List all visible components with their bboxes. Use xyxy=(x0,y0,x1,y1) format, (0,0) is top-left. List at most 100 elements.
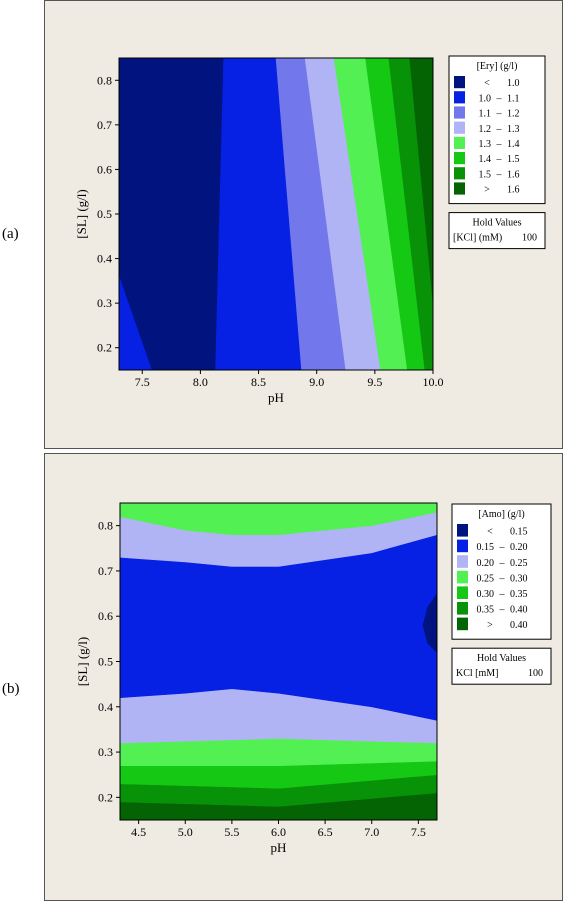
legend-operator: < xyxy=(484,78,490,89)
legend-swatch xyxy=(454,182,465,195)
legend-high: 0.15 xyxy=(510,527,528,538)
legend-low: 1.0 xyxy=(479,93,492,104)
hold-values-variable: KCl [mM] xyxy=(456,668,499,679)
legend-swatch xyxy=(457,555,468,568)
chart-a: 7.5 8.0 8.5 9.0 9.5 10.0 0.2 0.3 0.4 0.5 0.6 0.7 0.8… xyxy=(74,55,546,405)
x-tick-label: 9.0 xyxy=(309,375,324,389)
legend-high: 0.30 xyxy=(510,573,528,584)
legend-swatch xyxy=(457,524,468,537)
legend-dash: – xyxy=(496,109,503,120)
x-tick-label: 6.5 xyxy=(318,825,333,839)
legend-swatch xyxy=(454,106,465,119)
legend-swatch xyxy=(457,602,468,615)
x-tick-label: 9.5 xyxy=(367,375,382,389)
legend-dash: – xyxy=(499,589,506,600)
legend-high: 0.40 xyxy=(510,605,528,616)
hold-values-value: 100 xyxy=(528,668,543,679)
legend-high: 1.4 xyxy=(507,139,520,150)
legend-high: 0.35 xyxy=(510,589,528,600)
legend-swatch xyxy=(457,570,468,584)
legend-title: [Amo] (g/l) xyxy=(478,509,524,520)
x-tick-label: 6.0 xyxy=(271,825,286,839)
legend-high: 1.5 xyxy=(507,154,520,165)
legend-swatch xyxy=(457,586,468,599)
legend-high: 1.1 xyxy=(507,93,520,104)
x-tick-label: 7.5 xyxy=(411,825,426,839)
legend-operator: > xyxy=(484,185,490,196)
legend-high: 1.0 xyxy=(507,78,520,89)
y-tick-label: 0.3 xyxy=(97,296,112,310)
y-tick-label: 0.8 xyxy=(97,73,112,87)
contour-region-3 xyxy=(119,738,438,767)
legend-high: 1.6 xyxy=(507,169,520,180)
y-tick-label: 0.7 xyxy=(97,118,112,132)
y-tick-label: 0.6 xyxy=(98,609,113,623)
legend-low: 0.15 xyxy=(477,542,495,553)
legend-low: 1.1 xyxy=(479,109,492,120)
legend-high: 0.20 xyxy=(510,542,528,553)
panel-a-label: (a) xyxy=(2,226,19,242)
legend-swatch xyxy=(457,539,468,553)
y-tick-label: 0.5 xyxy=(97,207,112,221)
y-tick-label: 0.2 xyxy=(97,341,112,355)
legend-dash: – xyxy=(496,124,503,135)
hold-values-box xyxy=(451,647,552,685)
hold-values-title: Hold Values xyxy=(477,653,526,664)
legend-dash: – xyxy=(496,169,503,180)
legend-swatch xyxy=(454,91,465,104)
x-axis-label: pH xyxy=(271,840,287,855)
legend-high: 1.6 xyxy=(507,185,520,196)
legend-dash: – xyxy=(499,573,506,584)
y-tick-label: 0.8 xyxy=(98,519,113,533)
hold-values-variable: [KCl] (mM) xyxy=(453,233,502,244)
x-tick-label: 10.0 xyxy=(423,375,444,389)
legend-swatch xyxy=(454,76,465,89)
chart-b: 4.5 5.0 5.5 6.0 6.5 7.0 7.5 0.2 0.3 0.4 0.5 0.6 0.7 0… xyxy=(75,502,552,855)
y-tick-label: 0.6 xyxy=(97,162,112,176)
x-axis-label: pH xyxy=(268,390,284,405)
hold-values-box xyxy=(448,212,546,250)
legend-high: 0.40 xyxy=(510,620,528,631)
legend-high: 1.2 xyxy=(507,109,520,120)
legend-high: 1.3 xyxy=(507,124,520,135)
legend-swatch xyxy=(454,121,465,134)
legend-swatch xyxy=(454,136,465,149)
y-tick-label: 0.3 xyxy=(98,745,113,759)
legend-dash: – xyxy=(496,139,503,150)
legend-dash: – xyxy=(496,154,503,165)
legend-dash: – xyxy=(499,558,506,569)
y-axis-label: [SL] (g/l) xyxy=(75,637,90,686)
x-tick-label: 5.0 xyxy=(178,825,193,839)
y-tick-label: 0.7 xyxy=(98,564,113,578)
legend-operator: > xyxy=(487,620,493,631)
legend-title: [Ery] (g/l) xyxy=(477,61,518,72)
y-axis-label: [SL] (g/l) xyxy=(74,189,89,238)
legend-dash: – xyxy=(499,605,506,616)
legend-swatch xyxy=(457,617,468,631)
legend-box xyxy=(451,503,552,640)
legend-low: 1.5 xyxy=(479,169,492,180)
legend-low: 1.3 xyxy=(479,139,492,150)
hold-values-title: Hold Values xyxy=(473,218,522,229)
y-tick-label: 0.4 xyxy=(98,700,113,714)
legend-low: 1.2 xyxy=(479,124,492,135)
legend-low: 0.35 xyxy=(477,605,495,616)
legend-low: 1.4 xyxy=(479,154,492,165)
legend-low: 0.20 xyxy=(477,558,495,569)
y-tick-label: 0.5 xyxy=(98,655,113,669)
legend-low: 0.30 xyxy=(477,589,495,600)
legend-dash: – xyxy=(496,93,503,104)
legend-dash: – xyxy=(499,542,506,553)
legend-low: 0.25 xyxy=(477,573,495,584)
y-tick-label: 0.4 xyxy=(97,252,112,266)
legend-high: 0.25 xyxy=(510,558,528,569)
hold-values-value: 100 xyxy=(522,233,537,244)
legend-swatch xyxy=(454,152,465,165)
x-tick-label: 7.5 xyxy=(135,375,150,389)
x-tick-label: 4.5 xyxy=(131,825,146,839)
y-tick-label: 0.2 xyxy=(98,790,113,804)
x-tick-label: 5.5 xyxy=(224,825,239,839)
x-tick-label: 8.5 xyxy=(251,375,266,389)
legend-operator: < xyxy=(487,527,493,538)
x-tick-label: 8.0 xyxy=(193,375,208,389)
